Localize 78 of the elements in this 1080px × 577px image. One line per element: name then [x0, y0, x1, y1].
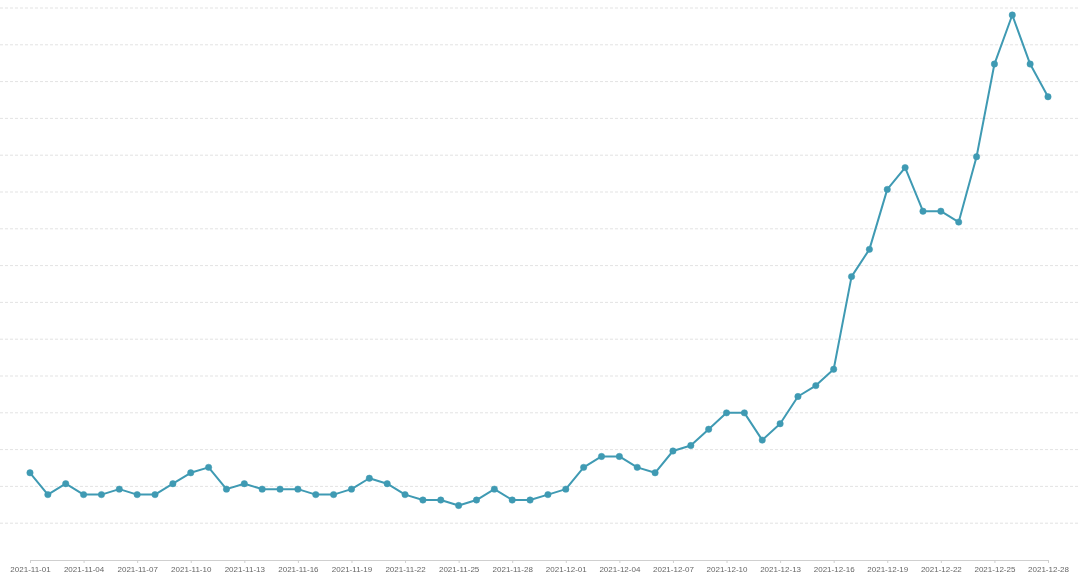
point	[669, 447, 677, 455]
x-tick-label: 2021-11-16	[278, 564, 320, 574]
point	[258, 485, 266, 493]
point	[151, 491, 159, 499]
x-tick-label: 2021-12-16	[813, 564, 856, 574]
point	[205, 463, 213, 471]
x-tick-label: 2021-11-28	[492, 564, 534, 574]
point	[901, 164, 909, 172]
point	[687, 442, 695, 449]
point	[883, 185, 891, 193]
x-tick-label: 2021-11-25	[438, 564, 480, 574]
point	[97, 491, 105, 499]
x-tick-label: 2021-12-01	[545, 564, 588, 574]
x-tick-label: 2021-12-19	[867, 564, 909, 574]
point	[330, 491, 338, 499]
point	[740, 409, 748, 417]
point	[312, 491, 320, 499]
point	[365, 474, 373, 482]
x-tick-label: 2021-11-07	[117, 564, 159, 574]
point	[598, 453, 605, 460]
point	[848, 273, 855, 281]
x-tick-label: 2021-11-13	[224, 564, 266, 574]
point	[633, 463, 641, 471]
point	[490, 485, 498, 493]
point	[812, 382, 820, 390]
x-tick-label: 2021-12-10	[706, 564, 749, 574]
x-tick-label: 2021-12-07	[652, 564, 695, 574]
x-tick-label: 2021-11-22	[385, 564, 427, 574]
point	[526, 496, 534, 504]
point	[705, 425, 713, 433]
point	[115, 485, 123, 493]
point	[133, 491, 141, 499]
point	[419, 496, 427, 504]
point	[865, 245, 873, 253]
point	[580, 463, 588, 471]
point	[348, 485, 355, 493]
point	[223, 485, 230, 493]
x-tick-label: 2021-11-01	[10, 564, 52, 574]
x-tick-label: 2021-12-22	[920, 564, 963, 574]
point	[187, 469, 195, 477]
point	[776, 420, 784, 428]
point	[562, 485, 570, 493]
point	[723, 409, 730, 417]
point	[240, 480, 248, 488]
x-tick-label: 2021-11-19	[331, 564, 373, 574]
point	[1026, 60, 1034, 68]
point	[80, 491, 88, 499]
x-tick-label: 2021-12-13	[760, 564, 802, 574]
point	[455, 502, 463, 509]
point	[383, 480, 391, 488]
point	[955, 218, 963, 226]
point	[830, 365, 838, 373]
x-tick-label: 2021-12-04	[599, 564, 641, 574]
x-tick-label: 2021-12-25	[974, 564, 1016, 574]
point	[1008, 11, 1016, 19]
point	[937, 207, 945, 215]
point	[651, 469, 659, 477]
point	[26, 469, 34, 477]
point	[973, 153, 981, 161]
point	[437, 496, 445, 504]
point	[794, 393, 802, 400]
point	[294, 485, 302, 493]
point	[544, 491, 552, 499]
point	[44, 491, 52, 499]
point	[401, 491, 409, 499]
x-tick-label: 2021-11-04	[63, 564, 105, 574]
point	[1044, 93, 1052, 101]
point	[276, 485, 284, 493]
point	[62, 480, 70, 488]
point	[615, 453, 623, 460]
point	[473, 496, 480, 504]
point	[758, 436, 766, 444]
point	[990, 60, 998, 68]
x-tick-label: 2021-11-10	[171, 564, 212, 574]
x-tick-label: 2021-12-28	[1028, 564, 1070, 574]
point	[169, 480, 177, 488]
point	[508, 496, 516, 504]
point	[919, 207, 927, 215]
